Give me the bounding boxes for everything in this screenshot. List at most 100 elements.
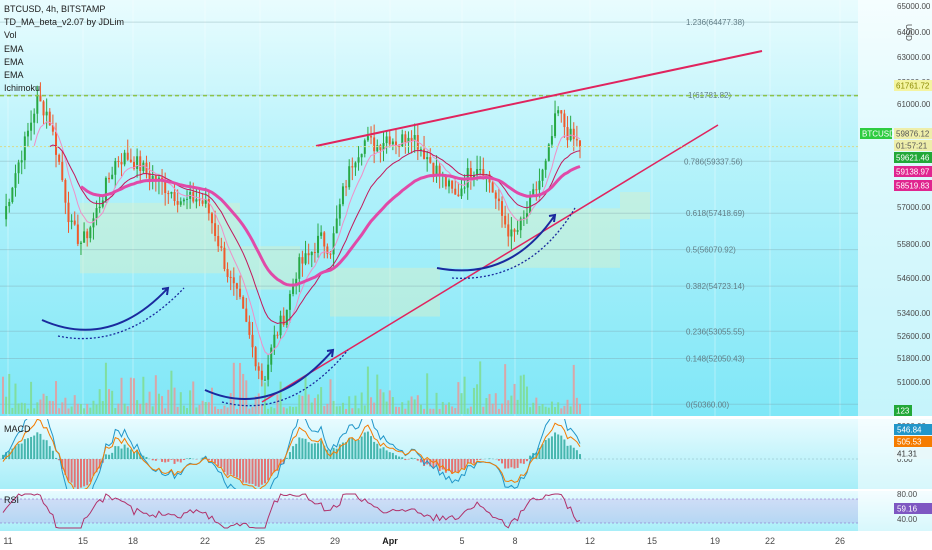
volume-bar bbox=[148, 391, 151, 414]
candle-body bbox=[438, 165, 441, 176]
indicator-label[interactable]: EMA bbox=[4, 56, 24, 67]
volume-bar bbox=[379, 389, 382, 414]
volume-bar bbox=[61, 402, 64, 414]
volume-bar bbox=[36, 402, 39, 414]
indicator-label[interactable]: Vol bbox=[4, 30, 17, 41]
macd-histogram-bar bbox=[285, 457, 288, 459]
price-tick-label: 55800.00 bbox=[897, 240, 931, 249]
macd-histogram-bar bbox=[207, 459, 210, 461]
volume-bar bbox=[522, 374, 525, 414]
volume-bar bbox=[363, 405, 366, 414]
macd-histogram-bar bbox=[182, 459, 185, 461]
indicator-label[interactable]: TD_MA_beta_v2.07 by JDLim bbox=[4, 17, 125, 28]
candle-body bbox=[254, 347, 257, 367]
macd-histogram-bar bbox=[579, 454, 581, 459]
volume-bar bbox=[8, 373, 11, 414]
volume-bar bbox=[385, 401, 388, 414]
volume-bar bbox=[23, 403, 26, 414]
macd-histogram-bar bbox=[164, 459, 167, 463]
fib-level-label: 0(50360.00) bbox=[686, 400, 729, 409]
candle-body bbox=[214, 223, 217, 236]
indicator-label[interactable]: EMA bbox=[4, 70, 24, 81]
volume-bar bbox=[260, 404, 263, 414]
macd-histogram-bar bbox=[151, 459, 154, 461]
candle-body bbox=[117, 160, 120, 163]
candle-body bbox=[310, 252, 313, 256]
macd-histogram-bar bbox=[123, 444, 126, 459]
time-tick-label: 18 bbox=[128, 536, 138, 546]
macd-histogram-bar bbox=[170, 459, 173, 460]
volume-bar bbox=[479, 361, 482, 414]
price-marker-tag bbox=[894, 166, 932, 177]
volume-bar bbox=[338, 406, 341, 414]
volume-bar bbox=[11, 407, 14, 414]
price-pane[interactable]: 1.236(64477.38) 1(61781.82) 0.786(59337.56… bbox=[0, 0, 932, 416]
time-tick-label: 11 bbox=[3, 536, 12, 546]
volume-bar bbox=[416, 395, 419, 414]
time-axis[interactable]: 11 15 18 22 25 29 Apr 5 8 12 15 19 22 26 bbox=[0, 531, 932, 550]
time-tick-label: 22 bbox=[200, 536, 210, 546]
macd-histogram-bar bbox=[23, 439, 26, 459]
candle-body bbox=[557, 110, 560, 114]
indicator-label[interactable]: Ichimoku bbox=[4, 83, 41, 94]
pane-separator[interactable] bbox=[0, 489, 932, 491]
candle-body bbox=[401, 134, 404, 147]
candle-body bbox=[182, 199, 185, 202]
candle-body bbox=[366, 136, 369, 141]
time-axis-svg: 11 15 18 22 25 29 Apr 5 8 12 15 19 22 26 bbox=[3, 536, 845, 546]
macd-histogram-bar bbox=[317, 443, 320, 459]
macd-histogram-bar bbox=[73, 459, 76, 488]
volume-bar bbox=[426, 373, 429, 414]
volume-bar bbox=[30, 381, 33, 414]
volume-bar bbox=[373, 402, 376, 414]
volume-bar bbox=[195, 407, 198, 414]
indicator-label[interactable]: EMA bbox=[4, 43, 24, 54]
volume-bar bbox=[348, 396, 351, 414]
rsi-band bbox=[0, 499, 858, 523]
volume-bar bbox=[70, 406, 73, 414]
candle-body bbox=[292, 284, 295, 294]
macd-histogram-bar bbox=[370, 436, 373, 459]
macd-histogram-bar bbox=[179, 459, 182, 463]
volume-bar bbox=[544, 406, 547, 414]
candle-body bbox=[320, 232, 323, 236]
rsi-value-tag bbox=[894, 503, 932, 514]
price-chart-svg[interactable]: 1.236(64477.38)1(61781.82)0.786(59337.56… bbox=[0, 0, 932, 416]
macd-histogram-bar bbox=[366, 431, 369, 459]
candle-body bbox=[114, 160, 117, 175]
candle-body bbox=[14, 173, 17, 188]
volume-bar bbox=[410, 396, 413, 414]
candle-body bbox=[198, 199, 201, 201]
pane-separator[interactable] bbox=[0, 416, 932, 419]
candle-body bbox=[257, 366, 260, 371]
candle-body bbox=[332, 233, 335, 255]
volume-bar bbox=[176, 406, 179, 414]
candle-body bbox=[348, 166, 351, 188]
candle-body bbox=[472, 174, 475, 179]
macd-histogram-bar bbox=[472, 459, 475, 464]
candle-body bbox=[154, 175, 157, 182]
macd-histogram-bar bbox=[566, 445, 569, 459]
candle-body bbox=[176, 201, 179, 205]
candle-body bbox=[248, 321, 251, 335]
macd-histogram-bar bbox=[263, 459, 266, 484]
volume-bar bbox=[58, 408, 61, 414]
volume-bar bbox=[370, 397, 373, 414]
volume-bar bbox=[129, 377, 132, 414]
macd-histogram-bar bbox=[313, 443, 316, 459]
candle-body bbox=[419, 149, 422, 151]
volume-bar bbox=[569, 406, 572, 414]
candle-body bbox=[129, 159, 132, 162]
volume-bar bbox=[357, 408, 360, 414]
volume-bar bbox=[5, 396, 8, 414]
rsi-pane[interactable]: 80.00 40.00 59.16 RSI bbox=[0, 491, 932, 531]
candle-body bbox=[235, 283, 238, 289]
price-tick-label: 65000.00 bbox=[897, 2, 931, 11]
macd-histogram-bar bbox=[326, 449, 329, 459]
volume-bar bbox=[407, 400, 410, 414]
volume-bar bbox=[466, 408, 469, 414]
candle-body bbox=[73, 220, 76, 225]
candle-body bbox=[42, 101, 45, 116]
candle-body bbox=[476, 169, 479, 175]
